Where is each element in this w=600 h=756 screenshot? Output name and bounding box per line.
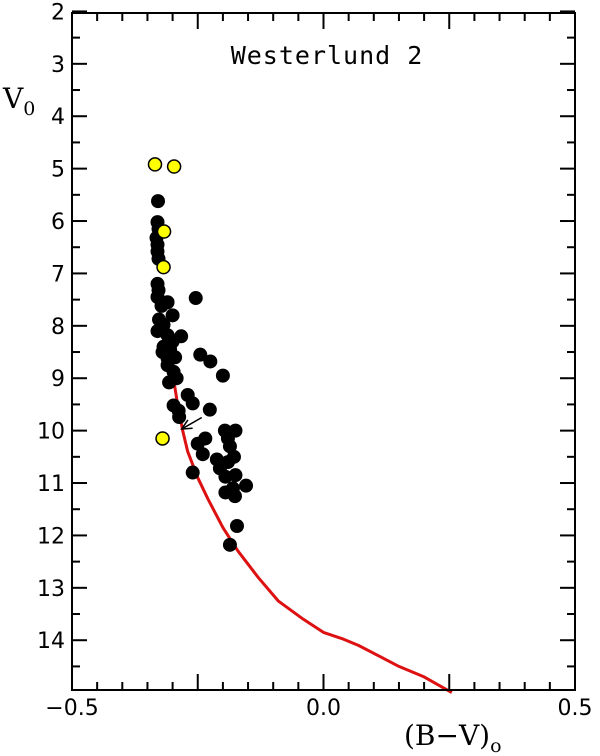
y-axis-label-subscript: 0 (23, 98, 35, 120)
star-point (222, 537, 237, 552)
annotations (180, 416, 203, 430)
y-tick-label: 14 (37, 629, 65, 654)
y-tick-label: 5 (51, 158, 65, 183)
star-point (190, 436, 205, 451)
arrow-head (180, 419, 193, 430)
star-point (202, 402, 217, 417)
star-point (215, 368, 230, 383)
star-point (154, 298, 169, 313)
x-axis-label-subscript: o (490, 735, 501, 756)
axis-ticks (71, 10, 576, 690)
star-point (188, 291, 203, 306)
yellow-star-point (156, 259, 171, 275)
y-tick-label: 10 (37, 420, 65, 445)
y-axis-label-main: V (2, 82, 24, 115)
y-axis-label: V0 (2, 82, 35, 120)
star-point (185, 465, 200, 480)
y-tick-label: 4 (51, 105, 65, 130)
y-tick-label: 2 (51, 0, 65, 25)
isochrone-line (171, 372, 453, 694)
x-axis-label: (B−V)o (404, 719, 502, 756)
isochrone-layer (171, 372, 453, 694)
star-point (165, 308, 180, 323)
chart-title: Westerlund 2 (231, 41, 424, 70)
y-tick-label: 11 (37, 472, 65, 497)
star-point (162, 375, 177, 390)
y-tick-label: 12 (37, 524, 65, 549)
star-point (229, 518, 244, 533)
arrow-shaft (181, 416, 203, 430)
axis-tick-labels: 2 3 4 5 6 7 8 9 10 11 12 13 14 −0.5 0.0 0.5 (37, 0, 593, 721)
star-point (203, 354, 218, 369)
star-point (227, 489, 242, 504)
y-tick-label: 3 (51, 53, 65, 78)
y-tick-label: 8 (51, 315, 65, 340)
plot-frame (71, 12, 576, 691)
y-tick-label: 7 (51, 262, 65, 287)
yellow-star-point (166, 159, 182, 174)
x-tick-label: 0.0 (306, 696, 341, 721)
star-point (195, 447, 210, 462)
yellow-star-point (147, 157, 163, 172)
x-axis-label-main: (B−V) (404, 719, 490, 752)
star-point (239, 478, 254, 493)
yellow-star-point (155, 431, 170, 446)
star-point (185, 396, 200, 411)
star-point (193, 347, 208, 362)
yellow-star-point (156, 224, 172, 239)
star-point (228, 468, 243, 483)
y-tick-label: 6 (51, 210, 65, 235)
data-points (147, 157, 254, 552)
y-tick-label: 13 (37, 577, 65, 602)
y-tick-label: 9 (51, 367, 65, 392)
star-point (172, 409, 187, 424)
x-tick-label: −0.5 (45, 696, 98, 721)
x-tick-label: 0.5 (558, 696, 593, 721)
star-point (151, 194, 166, 209)
